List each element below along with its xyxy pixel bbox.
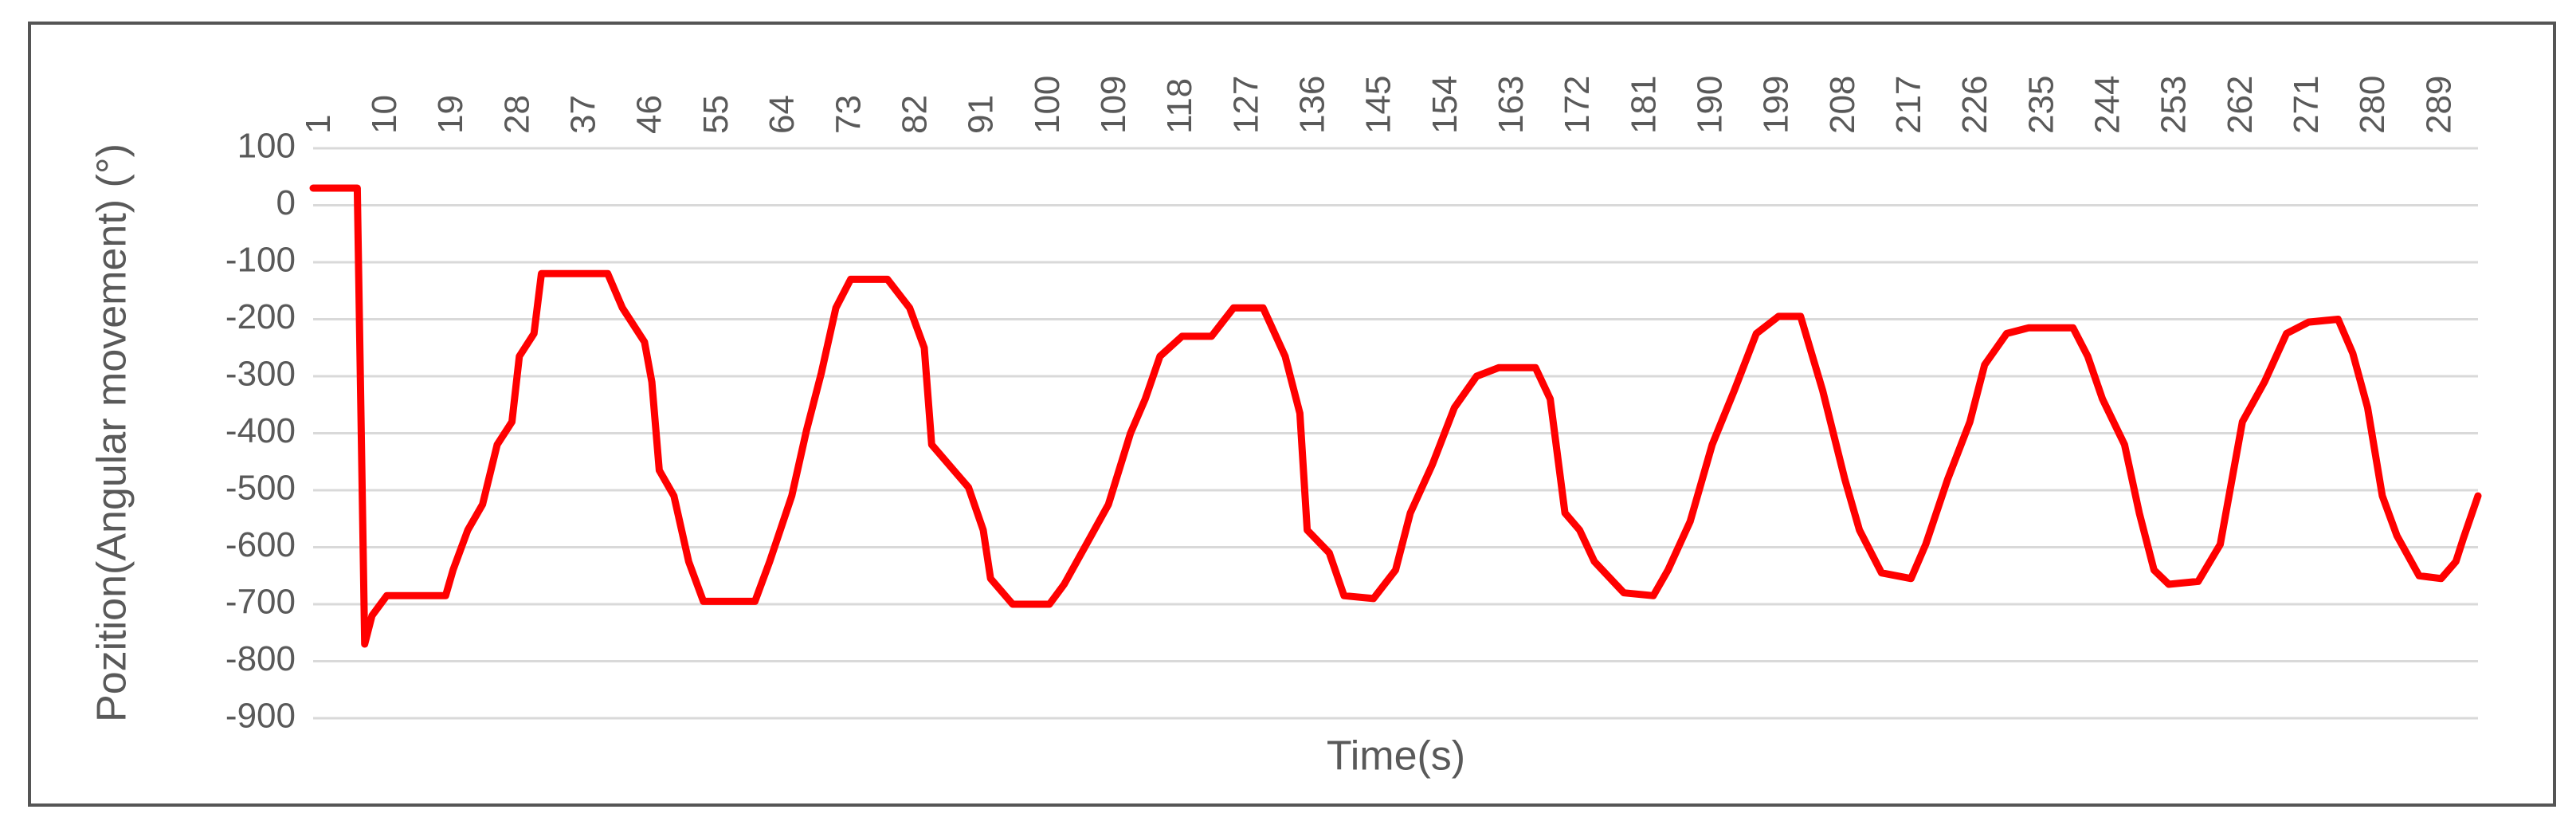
x-tick-label: 289: [2419, 76, 2458, 134]
x-tick-label: 10: [365, 95, 404, 134]
x-tick-label: 208: [1823, 76, 1862, 134]
x-tick-label: 244: [2088, 76, 2127, 134]
y-tick-label: -300: [225, 355, 296, 394]
x-tick-label: 226: [1955, 76, 1994, 134]
x-tick-label: 19: [431, 95, 470, 134]
x-tick-label: 199: [1757, 76, 1796, 134]
x-tick-label: 253: [2155, 76, 2194, 134]
y-tick-label: 0: [276, 183, 296, 222]
x-tick-label: 100: [1028, 76, 1067, 134]
x-tick-label: 55: [696, 95, 735, 134]
y-axis-title: Pozition(Angular movement) (°): [89, 143, 135, 722]
x-axis-title: Time(s): [1327, 733, 1465, 780]
y-tick-label: -400: [225, 411, 296, 450]
data-line: [309, 184, 2482, 648]
x-tick-label: 1: [299, 115, 338, 134]
x-tick-label: 172: [1558, 76, 1597, 134]
x-tick-label: 91: [962, 95, 1001, 134]
y-tick-label: 100: [237, 127, 296, 166]
y-tick-label: -600: [225, 525, 296, 564]
x-tick-label: 82: [895, 95, 934, 134]
x-tick-label: 154: [1425, 76, 1464, 134]
x-tick-label: 136: [1292, 76, 1331, 134]
x-tick-label: 163: [1492, 76, 1531, 134]
x-tick-label: 271: [2287, 76, 2326, 134]
x-tick-label: 181: [1624, 76, 1663, 134]
x-tick-label: 73: [829, 95, 868, 134]
x-tick-label: 127: [1226, 76, 1265, 134]
x-tick-label: 37: [564, 95, 603, 134]
y-tick-label: -800: [225, 639, 296, 678]
y-tick-label: -900: [225, 697, 296, 736]
x-tick-label: 28: [497, 95, 536, 134]
y-tick-label: -200: [225, 297, 296, 336]
x-tick-label: 217: [1889, 76, 1928, 134]
x-tick-label: 64: [763, 95, 802, 134]
chart-frame: [28, 22, 2556, 807]
x-tick-label: 109: [1094, 76, 1133, 134]
x-tick-label: 46: [630, 95, 669, 134]
y-tick-label: -500: [225, 469, 296, 508]
x-tick-label: 118: [1160, 78, 1199, 134]
x-tick-label: 262: [2221, 76, 2260, 134]
y-tick-label: -100: [225, 241, 296, 280]
x-tick-label: 145: [1359, 76, 1398, 134]
x-tick-label: 280: [2353, 76, 2392, 134]
x-tick-label: 190: [1691, 76, 1730, 134]
x-tick-label: 235: [2021, 76, 2060, 134]
y-tick-label: -700: [225, 583, 296, 622]
